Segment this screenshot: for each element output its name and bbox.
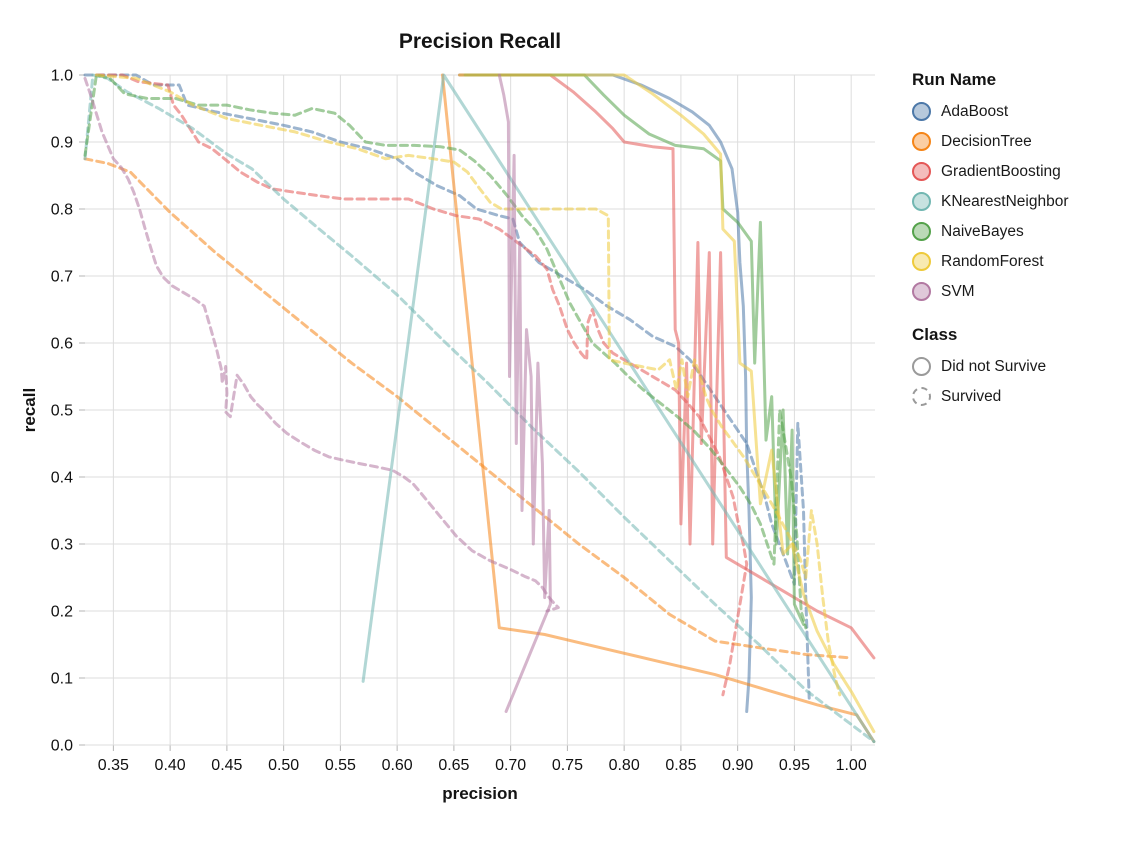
x-tick-label: 0.70 <box>495 757 526 774</box>
x-tick-label: 0.50 <box>268 757 299 774</box>
legend-item-label: GradientBoosting <box>941 162 1061 180</box>
x-tick-label: 0.90 <box>722 757 753 774</box>
precision-recall-chart: 0.35 0.40 0.45 0.50 0.55 0.60 0.65 0.70 0.75 0.80… <box>51 68 876 774</box>
series-line-decisiontree-solid <box>441 73 876 744</box>
legend-item-label: Did not Survive <box>941 357 1047 375</box>
x-tick-label: 0.60 <box>382 757 413 774</box>
x-tick-label: 0.55 <box>325 757 356 774</box>
legend-run-name-title: Run Name <box>912 70 997 89</box>
x-tick-label: 0.75 <box>552 757 583 774</box>
series-line-decisiontree-dashed <box>83 157 853 660</box>
y-tick-label: 0.3 <box>51 537 73 554</box>
x-tick-label: 0.45 <box>211 757 242 774</box>
y-tick-label: 0.1 <box>51 671 73 688</box>
series-line-knearestneighbor-solid <box>361 73 876 744</box>
x-tick-label: 0.85 <box>665 757 696 774</box>
legend-circle-icon <box>912 282 931 301</box>
legend-item-decisiontree: DecisionTree <box>912 132 1069 151</box>
legend-circle-icon <box>912 192 931 211</box>
legend-class-items: Did not Survive Survived <box>912 357 1069 406</box>
y-tick-label: 0.0 <box>51 738 73 755</box>
legend-circle-icon <box>912 222 931 241</box>
series-line-naivebayes-solid <box>463 73 805 626</box>
dashed-circle-icon <box>912 387 931 406</box>
legend-item-randomforest: RandomForest <box>912 252 1069 271</box>
series-line-svm-solid <box>497 73 552 713</box>
solid-circle-icon <box>912 357 931 376</box>
series-line-adaboost-dashed <box>83 73 811 700</box>
legend-item-label: RandomForest <box>941 252 1044 270</box>
series-line-adaboost-solid <box>458 73 753 713</box>
x-tick-label: 1.00 <box>836 757 867 774</box>
legend-item-label: Survived <box>941 387 1002 405</box>
legend-class-title: Class <box>912 325 958 344</box>
legend-run-items: AdaBoost DecisionTree GradientBoosting KNea… <box>912 102 1069 301</box>
legend-item-label: AdaBoost <box>941 102 1009 120</box>
y-tick-label: 0.8 <box>51 202 73 219</box>
legend-item-svm: SVM <box>912 282 1069 301</box>
legend-item-survived: Survived <box>912 387 1069 406</box>
legend-item-did-not-survive: Did not Survive <box>912 357 1069 376</box>
y-tick-label: 1.0 <box>51 68 73 85</box>
legend-circle-icon <box>912 252 931 271</box>
x-tick-label: 0.40 <box>155 757 186 774</box>
series-line-gradientboosting-dashed <box>94 73 749 697</box>
legend-item-label: SVM <box>941 282 975 300</box>
legend-circle-icon <box>912 132 931 151</box>
x-axis-title: precision <box>442 784 518 803</box>
y-tick-label: 0.5 <box>51 403 73 420</box>
series-line-randomforest-dashed <box>94 73 842 697</box>
legend: Run Name AdaBoost DecisionTree GradientBoo… <box>912 70 1069 417</box>
legend-circle-icon <box>912 102 931 121</box>
legend-item-label: KNearestNeighbor <box>941 192 1069 210</box>
series-line-svm-dashed <box>83 76 560 613</box>
legend-circle-icon <box>912 162 931 181</box>
x-tick-label: 0.80 <box>609 757 640 774</box>
x-tick-label: 0.95 <box>779 757 810 774</box>
series-line-knearestneighbor-dashed <box>83 73 876 744</box>
y-axis-title: recall <box>20 387 39 433</box>
series-line-naivebayes-dashed <box>83 73 808 630</box>
legend-item-label: NaiveBayes <box>941 222 1024 240</box>
legend-item-adaboost: AdaBoost <box>912 102 1069 121</box>
y-tick-label: 0.7 <box>51 269 73 286</box>
y-tick-label: 0.2 <box>51 604 73 621</box>
legend-item-gradientboosting: GradientBoosting <box>912 162 1069 181</box>
legend-item-naivebayes: NaiveBayes <box>912 222 1069 241</box>
legend-item-knearestneighbor: KNearestNeighbor <box>912 192 1069 211</box>
y-tick-label: 0.6 <box>51 336 73 353</box>
chart-title: Precision Recall <box>398 30 562 53</box>
y-tick-label: 0.4 <box>51 470 73 487</box>
legend-item-label: DecisionTree <box>941 132 1032 150</box>
series-line-randomforest-solid <box>458 73 876 734</box>
x-tick-label: 0.35 <box>98 757 129 774</box>
y-tick-label: 0.9 <box>51 135 73 152</box>
x-tick-label: 0.65 <box>438 757 469 774</box>
